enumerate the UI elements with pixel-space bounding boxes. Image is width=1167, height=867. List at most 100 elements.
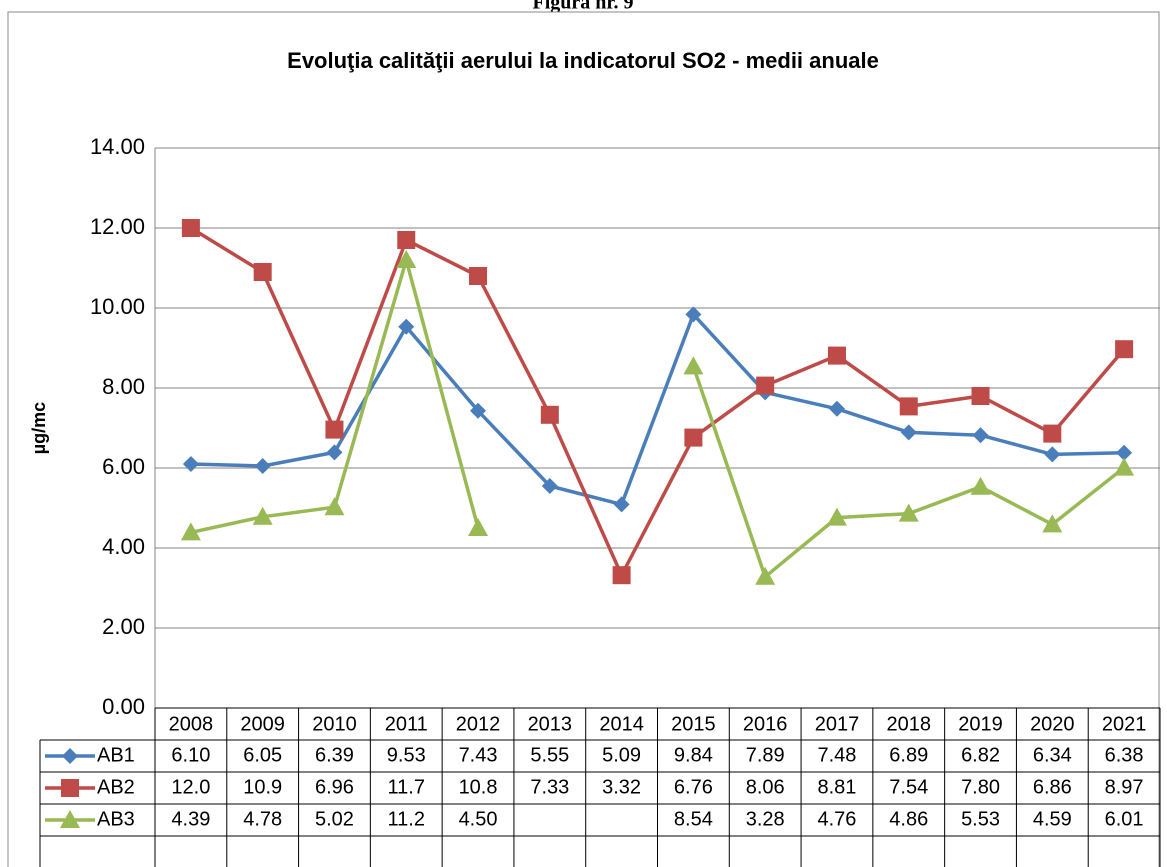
table-value: 5.02 xyxy=(315,808,354,830)
data-point xyxy=(756,376,775,395)
table-value: 6.34 xyxy=(1033,744,1072,766)
data-point xyxy=(612,566,631,585)
table-value: 10.9 xyxy=(243,776,282,798)
x-tick-label: 2017 xyxy=(815,713,860,735)
data-point xyxy=(900,424,917,441)
x-tick-label: 2020 xyxy=(1030,713,1075,735)
table-value: 6.89 xyxy=(889,744,928,766)
table-value: 3.32 xyxy=(602,776,641,798)
table-value: 6.82 xyxy=(961,744,1000,766)
legend-marker xyxy=(60,810,80,828)
table-value: 9.84 xyxy=(674,744,713,766)
table-value: 4.50 xyxy=(459,808,498,830)
x-tick-label: 2019 xyxy=(958,713,1003,735)
data-point xyxy=(326,444,343,461)
data-point xyxy=(182,456,199,472)
legend-marker xyxy=(62,748,78,764)
table-value: 4.76 xyxy=(817,808,856,830)
y-axis-title: µg/mc xyxy=(29,402,49,454)
y-tick-label: 0.00 xyxy=(102,694,145,719)
table-value: 6.01 xyxy=(1105,808,1144,830)
table-value: 6.38 xyxy=(1105,744,1144,766)
table-value: 6.76 xyxy=(674,776,713,798)
data-point xyxy=(324,497,345,516)
data-point xyxy=(613,496,630,513)
x-tick-label: 2014 xyxy=(599,713,644,735)
table-value: 8.97 xyxy=(1105,776,1144,798)
data-point xyxy=(827,346,846,365)
table-value: 4.59 xyxy=(1033,808,1072,830)
table-value: 5.55 xyxy=(530,744,569,766)
x-tick-label: 2008 xyxy=(169,713,214,735)
table-value: 4.86 xyxy=(889,808,928,830)
figure-label: Figura nr. 9 xyxy=(533,0,634,14)
x-tick-label: 2016 xyxy=(743,713,788,735)
x-tick-label: 2018 xyxy=(887,713,932,735)
data-point xyxy=(970,476,991,495)
table-value: 7.43 xyxy=(459,744,498,766)
data-point xyxy=(541,478,558,494)
data-point xyxy=(898,503,919,522)
data-point xyxy=(252,506,273,525)
table-value: 9.53 xyxy=(387,744,426,766)
table-value: 11.2 xyxy=(388,808,425,830)
table-value: 7.54 xyxy=(889,776,928,798)
data-point xyxy=(181,219,200,237)
chart-border xyxy=(7,11,1160,867)
data-point xyxy=(1044,446,1061,463)
y-tick-label: 4.00 xyxy=(102,534,145,559)
data-point xyxy=(1115,340,1134,359)
data-point xyxy=(685,306,702,323)
table-value: 7.48 xyxy=(817,744,856,766)
y-tick-label: 12.00 xyxy=(90,214,145,239)
data-point xyxy=(397,231,416,249)
data-point xyxy=(1116,444,1133,461)
table-value: 6.39 xyxy=(315,744,354,766)
table-value: 8.54 xyxy=(674,808,713,830)
table-value: 5.53 xyxy=(961,808,1000,830)
data-point xyxy=(683,356,704,375)
table-value: 10.8 xyxy=(459,776,498,798)
data-point xyxy=(470,402,487,419)
table-value: 7.89 xyxy=(746,744,785,766)
legend-label: AB1 xyxy=(97,744,135,766)
table-value: 3.28 xyxy=(746,808,785,830)
data-point xyxy=(826,507,847,526)
data-point xyxy=(468,518,489,536)
data-point xyxy=(971,387,990,405)
table-value: 6.86 xyxy=(1033,776,1072,798)
table-value: 11.7 xyxy=(388,776,425,798)
y-tick-label: 8.00 xyxy=(102,374,145,399)
data-point xyxy=(755,566,776,585)
data-point xyxy=(469,267,488,285)
x-tick-label: 2011 xyxy=(385,713,428,735)
data-point xyxy=(180,522,201,541)
legend-label: AB3 xyxy=(97,808,135,830)
table-value: 7.80 xyxy=(961,776,1000,798)
table-value: 6.05 xyxy=(243,744,282,766)
data-point xyxy=(540,405,559,424)
legend-marker xyxy=(61,779,79,797)
table-value: 6.96 xyxy=(315,776,354,798)
x-tick-label: 2015 xyxy=(671,713,716,735)
data-point xyxy=(325,420,344,439)
data-point xyxy=(899,397,918,416)
data-point xyxy=(972,427,989,444)
data-point xyxy=(684,428,703,447)
table-value: 4.39 xyxy=(171,808,210,830)
table-value: 12.0 xyxy=(171,776,210,798)
data-point xyxy=(1043,424,1062,443)
data-point xyxy=(828,400,845,417)
y-tick-label: 6.00 xyxy=(102,454,145,479)
table-value: 6.10 xyxy=(171,744,210,766)
x-tick-label: 2009 xyxy=(240,713,285,735)
data-point xyxy=(254,458,271,474)
table-value: 4.78 xyxy=(243,808,282,830)
table-value: 8.06 xyxy=(746,776,785,798)
series-line xyxy=(190,312,1125,507)
y-tick-label: 2.00 xyxy=(102,614,145,639)
series-line xyxy=(189,226,1126,577)
table-value: 8.81 xyxy=(817,776,856,798)
data-point xyxy=(1042,514,1063,533)
